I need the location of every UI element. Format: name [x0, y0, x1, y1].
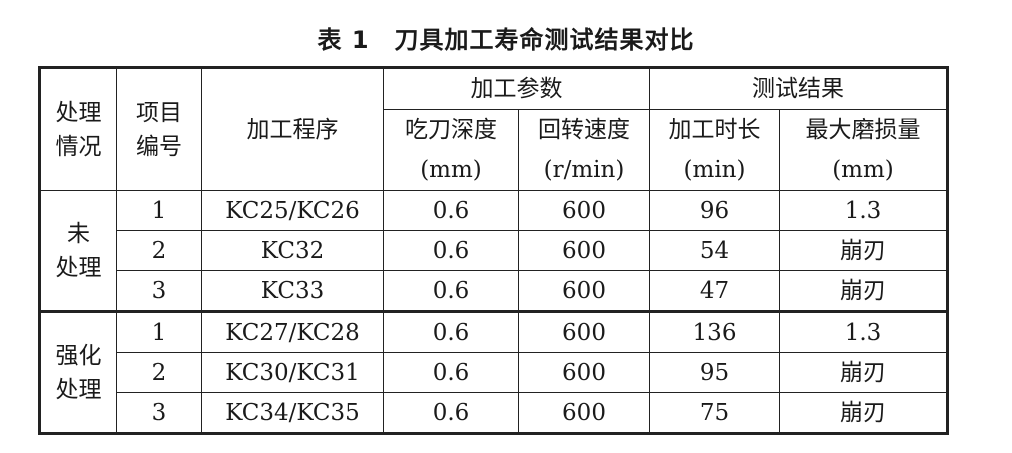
- data-row: 2 KC30/KC31 0.6 600 95 崩刃: [40, 352, 948, 393]
- column-unit: (r/min): [543, 157, 625, 183]
- header-cell: 项目 编号: [116, 67, 202, 191]
- header-line: 处理: [55, 99, 102, 126]
- data-cell: 崩刃: [779, 270, 948, 312]
- data-cell: KC27/KC28: [201, 310, 384, 353]
- data-cell: 0.6: [383, 270, 519, 312]
- data-cell: 3: [116, 270, 202, 312]
- header-cell: 加工时长 (min): [649, 109, 780, 191]
- column-unit: (min): [683, 157, 746, 183]
- data-cell: 0.6: [383, 352, 519, 393]
- header-cell: 吃刀深度 (mm): [383, 109, 519, 191]
- header-text: 加工程序: [246, 116, 339, 143]
- column-unit: (mm): [832, 157, 894, 183]
- data-cell: 0.6: [383, 392, 519, 434]
- data-cell: 600: [518, 310, 650, 353]
- data-row: 2 KC32 0.6 600 54 崩刃: [40, 230, 948, 271]
- data-cell: 600: [518, 392, 650, 434]
- data-cell: 600: [518, 230, 650, 271]
- column-unit: (mm): [420, 157, 482, 183]
- data-cell: 3: [116, 392, 202, 434]
- header-group: 测试结果: [649, 67, 948, 110]
- data-cell: 0.6: [383, 230, 519, 271]
- data-cell: 600: [518, 190, 650, 231]
- group-label-line: 处理: [55, 376, 102, 403]
- data-row: 未处理 1 KC25/KC26 0.6 600 96 1.3: [39, 190, 948, 312]
- data-cell: 1.3: [779, 190, 948, 231]
- data-cell: 0.6: [383, 190, 519, 231]
- header-row: 处理 情况 项目 编号 加工程序 加工参数 测试结果: [39, 67, 948, 191]
- data-cell: 95: [649, 352, 780, 393]
- data-cell: 崩刃: [779, 230, 948, 271]
- data-row: 3 KC34/KC35 0.6 600 75 崩刃: [40, 392, 948, 434]
- group-label: 未处理: [39, 190, 117, 312]
- header-line: 情况: [55, 133, 102, 160]
- group-label-line: 强化: [55, 342, 102, 369]
- data-cell: KC32: [201, 230, 384, 271]
- results-table: 处理 情况 项目 编号 加工程序 加工参数 测试结果 吃刀深度 (mm) 回转速度 (r/min) 加…: [38, 66, 949, 435]
- header-line: 编号: [136, 133, 182, 160]
- column-name: 吃刀深度: [405, 117, 497, 143]
- column-name: 加工时长: [668, 117, 761, 143]
- column-name: 回转速度: [538, 117, 630, 143]
- data-cell: 47: [649, 270, 780, 312]
- data-cell: 75: [649, 392, 780, 434]
- header-cell: 处理 情况: [39, 67, 117, 191]
- header-row: 吃刀深度 (mm) 回转速度 (r/min) 加工时长 (min) 最大磨损量 (mm): [40, 109, 948, 191]
- header-group: 加工参数: [383, 67, 650, 110]
- data-cell: 崩刃: [779, 352, 948, 393]
- group-label-line: 处理: [55, 254, 102, 281]
- header-cell: 加工程序: [201, 67, 384, 191]
- data-cell: 2: [116, 230, 202, 271]
- group-label: 强化 处理: [39, 310, 117, 434]
- data-cell: KC34/KC35: [201, 392, 384, 434]
- data-cell: 136: [649, 310, 780, 353]
- data-cell: 崩刃: [779, 392, 948, 434]
- data-cell: 96: [649, 190, 780, 231]
- header-cell: 最大磨损量 (mm): [779, 109, 948, 191]
- data-cell: KC30/KC31: [201, 352, 384, 393]
- group-label-line: 未: [67, 220, 90, 247]
- header-text: 加工参数: [470, 76, 563, 102]
- table-title: 表 1 刀具加工寿命测试结果对比: [317, 26, 695, 54]
- data-row: 3 KC33 0.6 600 47 崩刃: [40, 270, 948, 312]
- data-cell: 0.6: [383, 310, 519, 353]
- data-cell: KC25/KC26: [201, 190, 384, 231]
- column-name: 最大磨损量: [805, 117, 921, 143]
- data-cell: 1.3: [779, 310, 948, 353]
- header-text: 测试结果: [752, 76, 844, 102]
- header-line: 项目: [136, 99, 182, 126]
- data-cell: 600: [518, 352, 650, 393]
- header-cell: 回转速度 (r/min): [518, 109, 650, 191]
- data-cell: KC33: [201, 270, 384, 312]
- data-cell: 2: [116, 352, 202, 393]
- data-row: 强化 处理 1 KC27/KC28 0.6 600 136 1.3: [39, 310, 948, 434]
- data-cell: 1: [116, 190, 202, 231]
- data-cell: 54: [649, 230, 780, 271]
- data-cell: 600: [518, 270, 650, 312]
- data-cell: 1: [116, 310, 202, 353]
